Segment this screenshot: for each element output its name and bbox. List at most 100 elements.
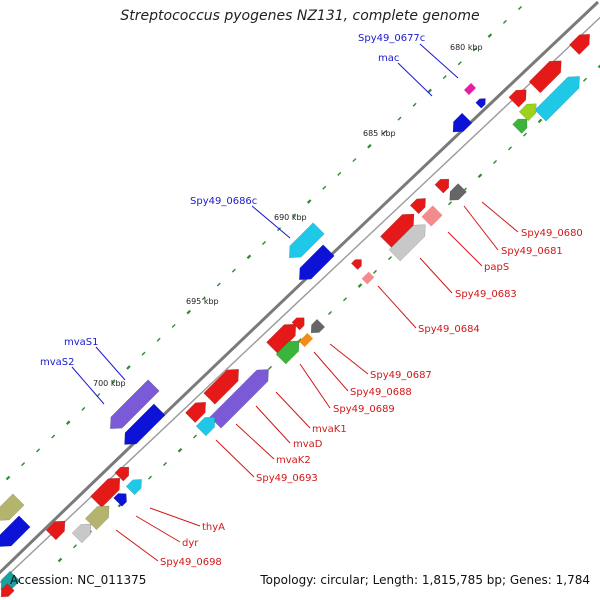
- inner-gene-label: Spy49_0683: [455, 289, 517, 300]
- scale-tick-inner: [583, 77, 587, 82]
- scale-tick-outer: [65, 420, 71, 425]
- scale-tick-outer: [518, 6, 522, 10]
- gene-arrow: [266, 323, 297, 354]
- label-layer: 680 kbp 685 kbp 690 kbp 695 kbp 700 kbp Spy49…: [40, 33, 583, 568]
- gene-arrow: [289, 222, 325, 258]
- scale-tick-inner: [388, 256, 392, 261]
- gene-arrow: [0, 515, 31, 547]
- inner-gene-label: Spy49_0680: [521, 228, 583, 239]
- inner-label-leader: [299, 363, 331, 409]
- inner-label-leader: [255, 405, 291, 444]
- scale-tick-outer: [472, 47, 477, 52]
- inner-gene-label: mvaK1: [312, 424, 347, 435]
- inner-label-leader: [463, 205, 499, 251]
- inner-gene-label: Spy49_0688: [350, 387, 412, 398]
- gene-arrow: [380, 213, 415, 248]
- scale-tick-inner: [508, 146, 512, 151]
- gene-arrow: [275, 340, 300, 365]
- outer-label-leader: [95, 346, 126, 381]
- gene-arrow: [0, 493, 25, 521]
- scale-tick-outer: [81, 406, 86, 411]
- scale-tick-inner: [523, 132, 527, 137]
- scale-tick-outer: [246, 254, 252, 260]
- gene-arrow: [185, 402, 206, 423]
- inner-gene-label: Spy49_0687: [370, 370, 432, 381]
- gene-arrow: [299, 244, 335, 280]
- scale-tick-outer: [382, 130, 387, 135]
- outer-label-leader: [71, 366, 105, 405]
- gene-arrow: [124, 403, 166, 445]
- scale-tick-inner: [193, 434, 197, 439]
- scale-tick-outer: [21, 462, 26, 467]
- inner-label-leader: [149, 507, 201, 527]
- scale-label: 700 kbp: [93, 379, 126, 388]
- outer-label-leader: [251, 205, 291, 239]
- outer-label-leader: [397, 62, 433, 97]
- gene-arrow: [113, 493, 127, 507]
- scale-label: 690 kbp: [274, 213, 307, 222]
- gene-arrow: [90, 477, 121, 508]
- scale-tick-inner: [343, 297, 347, 302]
- scale-tick-inner: [477, 173, 483, 179]
- gene-arrow: [291, 317, 305, 331]
- gene-arrow: [452, 112, 473, 133]
- scale-label: 695 kbp: [186, 297, 219, 306]
- inner-label-leader: [419, 257, 453, 294]
- gene-arrow: [409, 198, 426, 215]
- scale-tick-outer: [201, 296, 206, 301]
- scale-tick-inner: [148, 475, 152, 480]
- gene-arrow: [45, 520, 66, 541]
- scale-tick-inner: [493, 160, 497, 165]
- gene-layer: [0, 34, 590, 598]
- inner-gene-label: Spy49_0681: [501, 246, 563, 257]
- inner-label-leader: [235, 423, 275, 460]
- scale-tick-outer: [306, 199, 312, 204]
- scale-tick-outer: [412, 102, 417, 107]
- gene-arrow: [449, 183, 467, 201]
- gene-box: [299, 333, 313, 347]
- scale-tick-outer: [231, 268, 236, 273]
- outer-gene-label: mvaS1: [64, 337, 99, 348]
- scale-tick-outer: [156, 337, 161, 342]
- gene-box: [361, 271, 375, 285]
- gene-arrow: [434, 178, 450, 194]
- gene-arrow: [475, 98, 486, 109]
- gene-arrow: [528, 60, 562, 94]
- scale-tick-inner: [597, 64, 600, 69]
- inner-gene-label: mvaD: [293, 439, 323, 450]
- inner-gene-label: Spy49_0698: [160, 557, 222, 568]
- inner-gene-label: papS: [484, 262, 509, 273]
- scale-tick-inner: [163, 461, 167, 466]
- gene-arrow: [534, 76, 580, 122]
- gene-arrow: [84, 505, 110, 531]
- gene-arrow: [110, 379, 160, 429]
- gene-arrow: [350, 259, 362, 271]
- inner-gene-label: mvaK2: [276, 455, 311, 466]
- scale-label: 680 kbp: [450, 43, 483, 52]
- scale-tick-outer: [352, 158, 357, 163]
- scale-tick-outer: [171, 323, 176, 328]
- gene-arrow: [71, 523, 92, 544]
- scale-tick-outer: [111, 379, 116, 384]
- scale-tick-outer: [442, 75, 447, 80]
- inner-label-leader: [377, 285, 417, 329]
- inner-label-leader: [329, 343, 369, 375]
- gene-arrow: [508, 89, 527, 108]
- scale-tick-outer: [216, 282, 221, 287]
- inner-label-leader: [135, 515, 181, 543]
- gene-arrow: [310, 318, 326, 334]
- scale-tick-outer: [5, 475, 11, 481]
- leader-layer: [71, 43, 519, 562]
- inner-gene-label: thyA: [202, 522, 225, 533]
- scale-tick-inner: [328, 311, 332, 315]
- outer-gene-label: mvaS2: [40, 357, 75, 368]
- scale-tick-outer: [322, 185, 327, 190]
- outer-label-leader: [419, 43, 459, 79]
- inner-gene-label: Spy49_0684: [418, 324, 480, 335]
- gene-arrow: [0, 583, 15, 598]
- gene-box: [464, 83, 476, 95]
- inner-gene-label: Spy49_0693: [256, 473, 318, 484]
- scale-tick-outer: [397, 116, 402, 121]
- scale-tick-inner: [537, 118, 543, 124]
